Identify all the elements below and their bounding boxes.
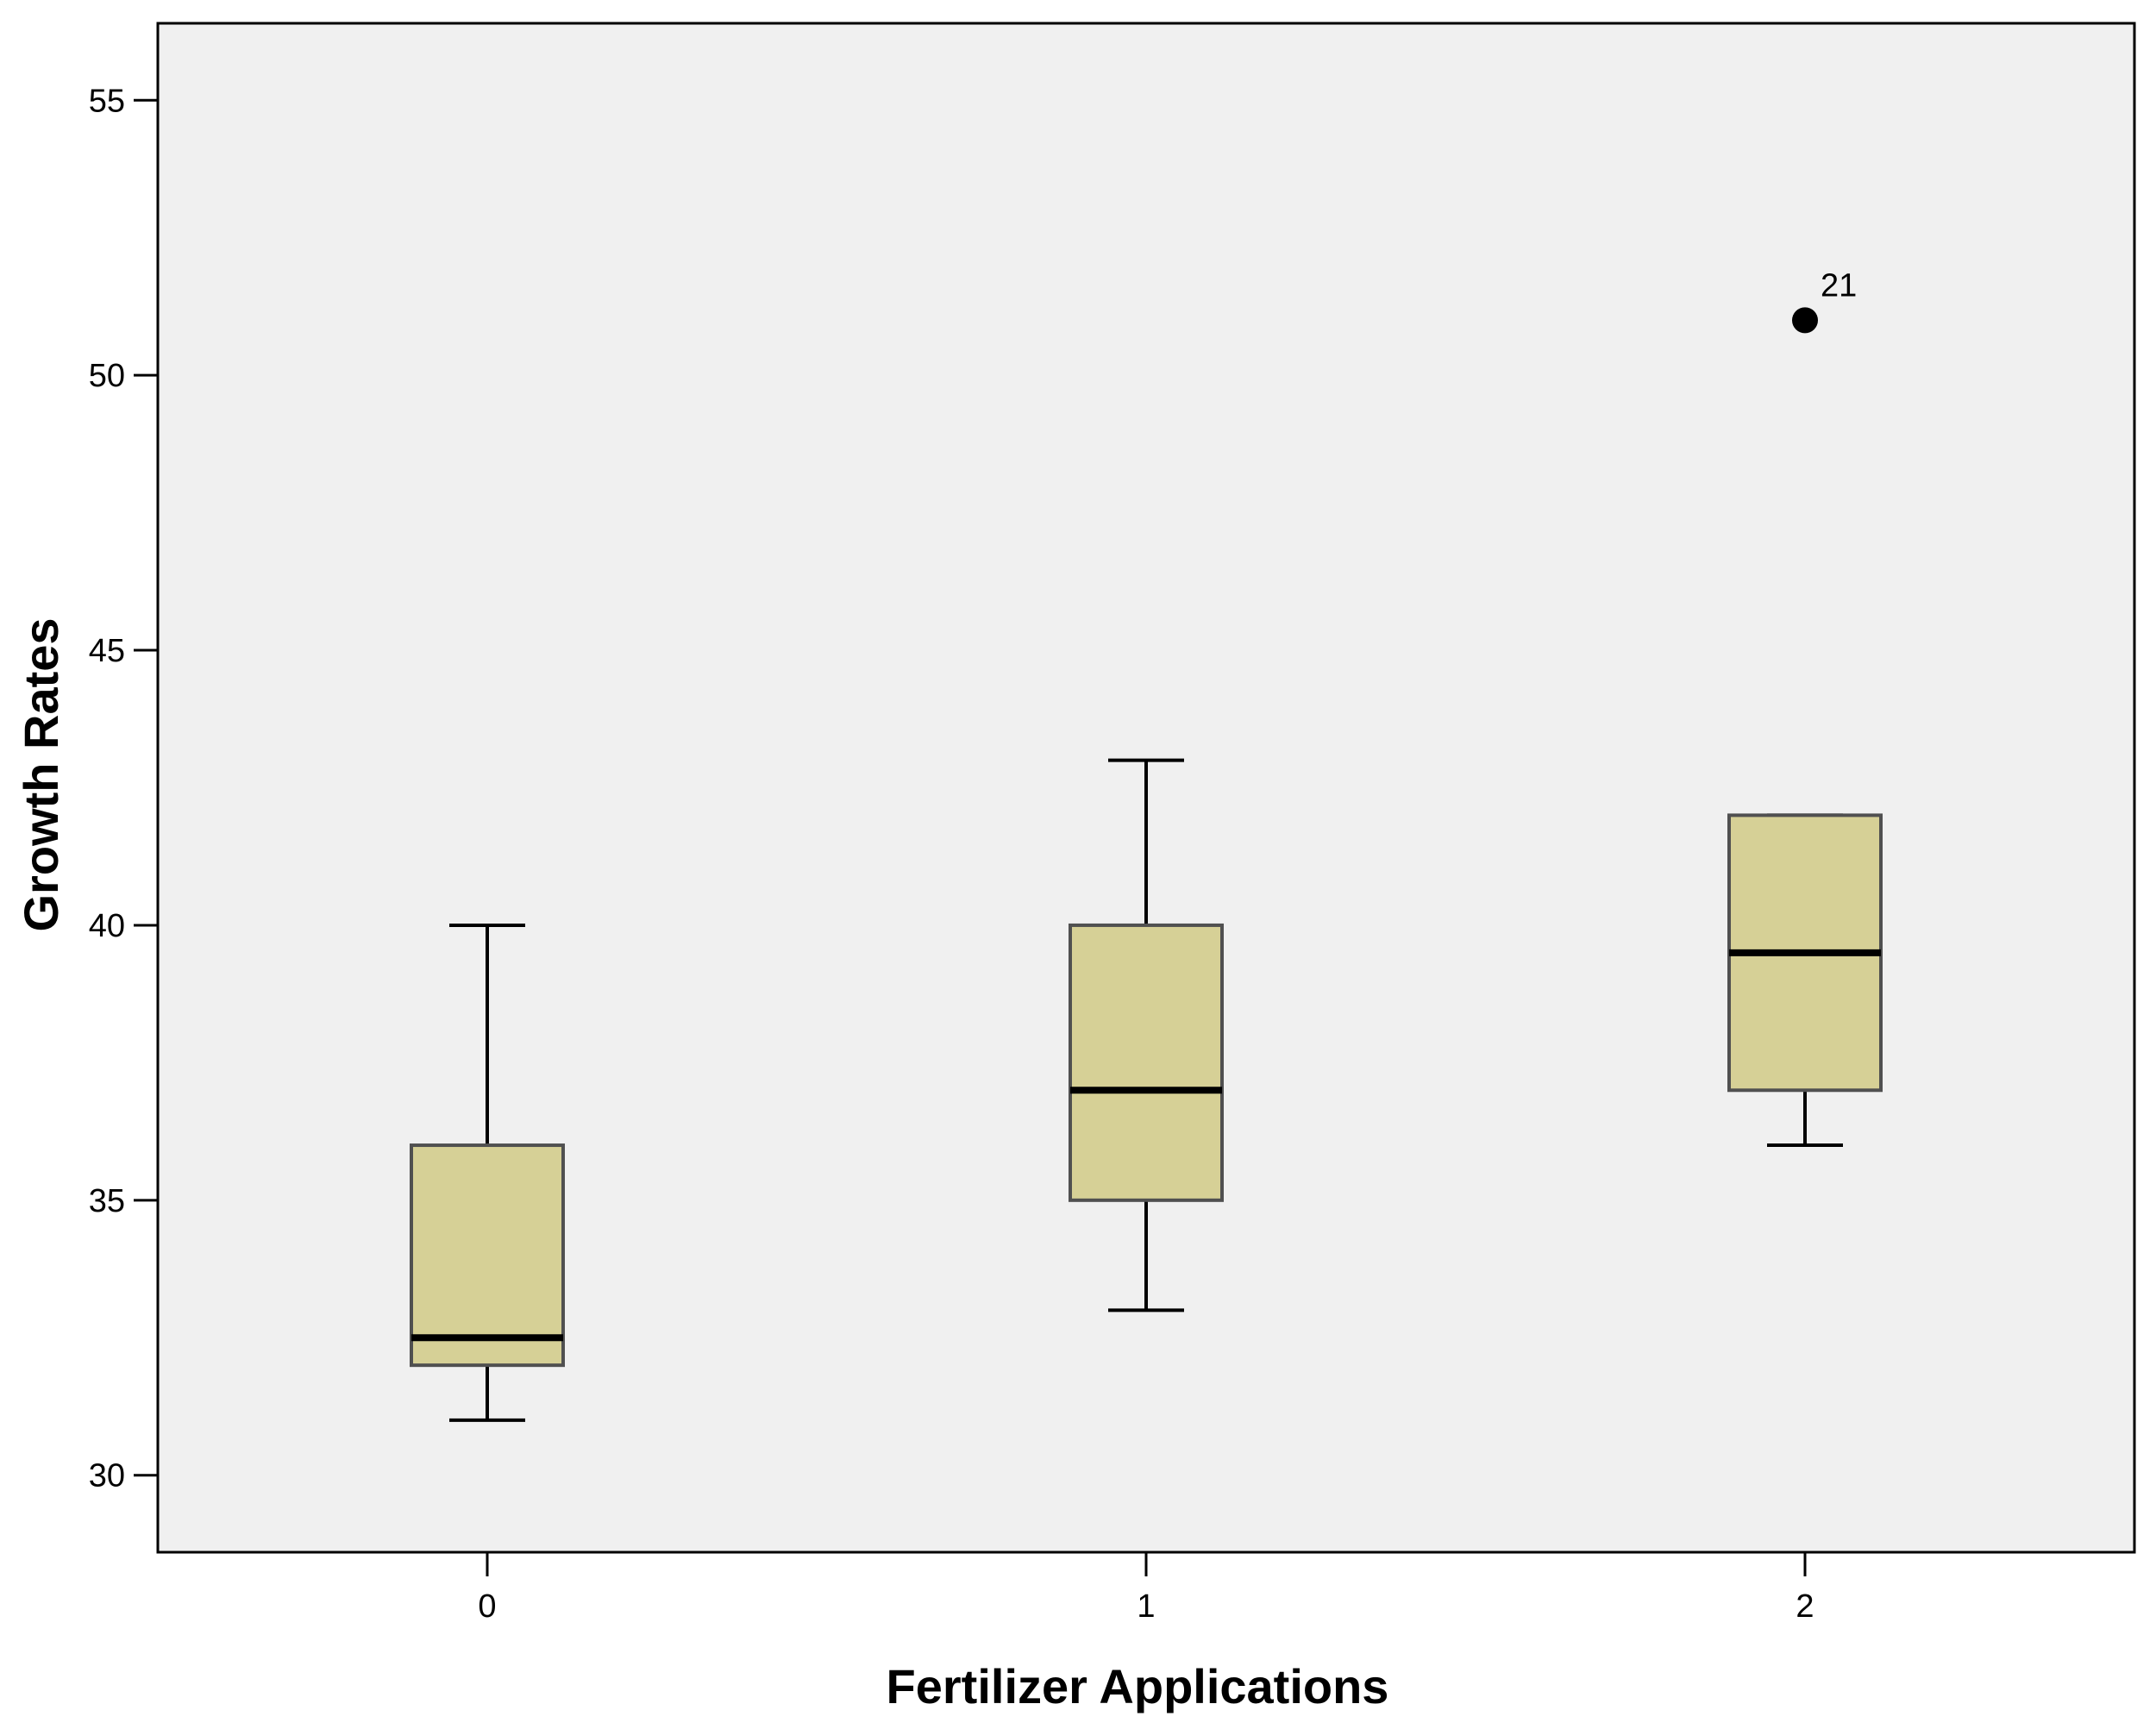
axis-layer: 30 35 40 45 50 55 0 1 2 <box>89 83 1814 1625</box>
y-tick-label: 50 <box>89 358 125 394</box>
x-axis-title: Fertilizer Applications <box>887 1659 1389 1713</box>
y-axis-title: Growth Rates <box>14 617 68 931</box>
x-tick-label: 1 <box>1137 1588 1155 1625</box>
iqr-box <box>1069 923 1224 1202</box>
outlier-label: 21 <box>1821 267 1857 304</box>
y-tick-label: 55 <box>89 83 125 119</box>
x-tick-label: 0 <box>478 1588 496 1625</box>
box-group-0 <box>410 923 565 1422</box>
box-group-2 <box>1727 813 1883 1148</box>
marks-layer: 21 <box>410 267 1883 1422</box>
y-tick-label: 40 <box>89 908 125 944</box>
box-group-1 <box>1069 758 1224 1312</box>
y-tick-label: 45 <box>89 633 125 669</box>
y-tick-label: 35 <box>89 1183 125 1219</box>
iqr-box <box>410 1143 565 1368</box>
y-tick-label: 30 <box>89 1458 125 1494</box>
outlier-point <box>1792 307 1818 334</box>
x-tick-label: 2 <box>1796 1588 1814 1625</box>
